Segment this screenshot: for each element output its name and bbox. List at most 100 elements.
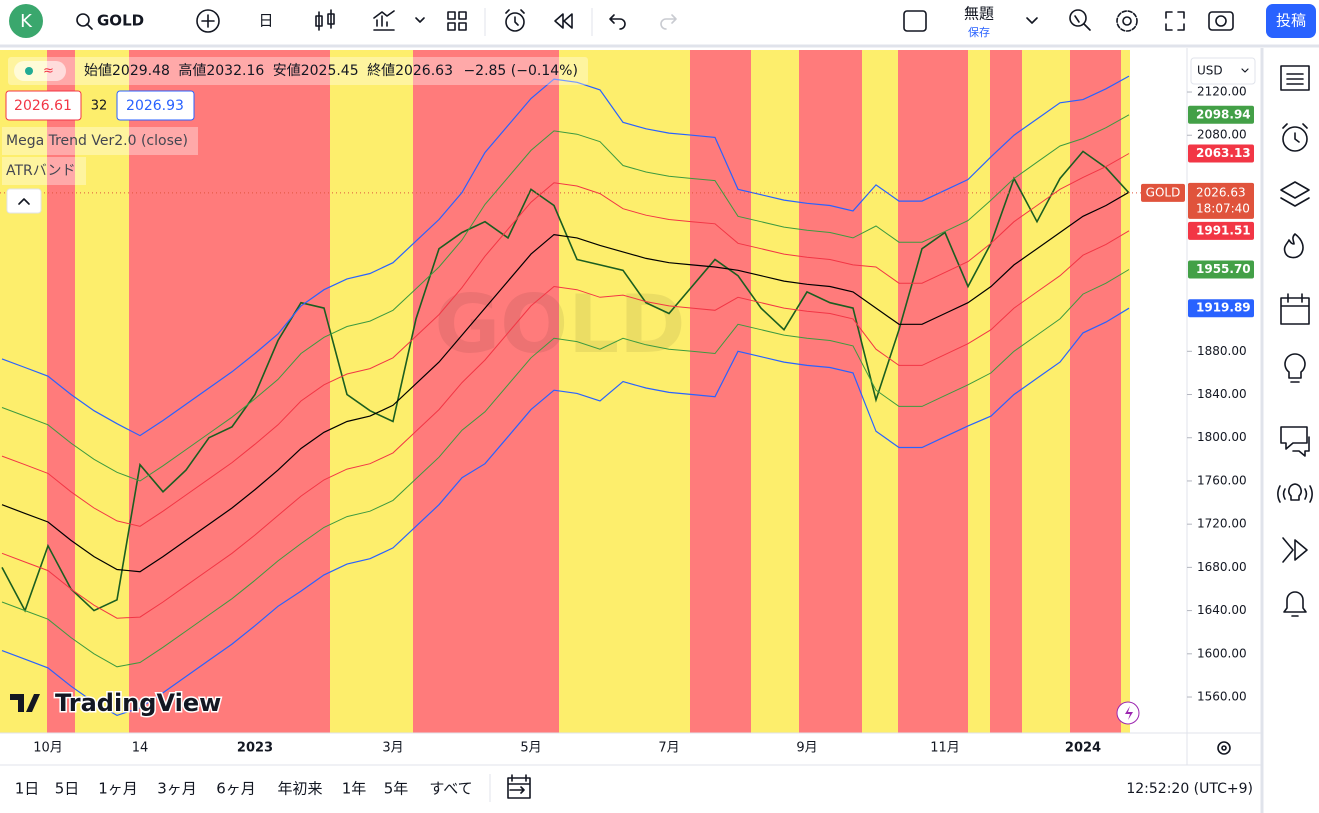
layout-toggle[interactable] (903, 10, 927, 32)
price-tag (1188, 260, 1254, 279)
ask: 2026.93 (126, 98, 184, 114)
add-symbol[interactable] (196, 9, 220, 33)
open-label: 始値 (84, 63, 112, 79)
ask-box[interactable] (116, 90, 195, 121)
symbol[interactable]: GOLD (97, 12, 144, 30)
series-line (1, 191, 1130, 573)
go-to-date[interactable] (507, 774, 531, 799)
indicator-1[interactable]: Mega Trend Ver2.0 (close) (6, 133, 188, 149)
range-button[interactable]: すべて (429, 780, 472, 798)
alerts[interactable] (1282, 126, 1308, 152)
calendar[interactable] (1280, 293, 1310, 325)
series-layer (0, 75, 1187, 717)
trend-region (413, 50, 559, 733)
bottom-bar: 12:52:20 (UTC+9) 1日 5日 1ヶ月 3ヶ月 6ヶ月 年初来 1年 5年 すべて (15, 774, 1253, 802)
symbol-tag-label: GOLD (1146, 185, 1181, 199)
range-button[interactable]: 5年 (384, 780, 409, 798)
trend-region (559, 50, 690, 733)
countdown: 18:07:40 (1196, 201, 1250, 215)
hotlists[interactable] (1283, 233, 1304, 259)
layout-title[interactable]: 無題 (964, 5, 994, 23)
trend-region (898, 50, 968, 733)
watchlist[interactable] (1280, 65, 1310, 91)
trend-region (330, 50, 413, 733)
undo[interactable] (609, 14, 626, 30)
trend-region (47, 50, 75, 733)
post-button[interactable] (1266, 4, 1316, 38)
interval[interactable]: 日 (258, 12, 273, 30)
trend-region (751, 50, 799, 733)
save-status[interactable]: 保存 (968, 25, 990, 39)
low-value: 2025.45 (301, 63, 359, 79)
settings[interactable] (1122, 16, 1132, 26)
avatar-letter: K (20, 11, 33, 32)
screenshot[interactable] (1208, 11, 1234, 31)
x-tick-label: 3月 (382, 741, 403, 756)
series-line (1, 307, 1130, 717)
y-tick-label: 1880.00 (1197, 344, 1247, 358)
price-tag-label: 1955.70 (1196, 262, 1251, 276)
range-button[interactable]: 3ヶ月 (157, 780, 197, 798)
y-tick-label: 1680.00 (1197, 560, 1247, 574)
range-button[interactable]: 1ヶ月 (98, 780, 138, 798)
x-tick-label: 7月 (658, 741, 679, 756)
x-tick-label: 10月 (33, 741, 63, 756)
close-label: 終値 (367, 63, 395, 79)
chart-style[interactable] (315, 9, 335, 31)
price-tag-label: 2098.94 (1196, 107, 1251, 121)
quick-search[interactable] (1069, 9, 1087, 27)
open-value: 2029.48 (112, 63, 170, 79)
replay[interactable] (554, 13, 573, 29)
axis-settings[interactable] (1217, 741, 1231, 755)
price-tag (1188, 105, 1254, 124)
range-button[interactable]: 5日 (55, 780, 80, 798)
trend-region (1121, 50, 1130, 733)
ohlc: 始値2029.48 高値2032.16 安値2025.45 終値2026.63 … (84, 62, 578, 79)
redo[interactable] (660, 14, 677, 30)
trend-region (75, 50, 129, 733)
price-tag-label: 2063.13 (1196, 146, 1251, 160)
indicators[interactable] (373, 10, 395, 31)
y-tick-label: 1560.00 (1197, 690, 1247, 704)
notifications[interactable] (1283, 591, 1307, 617)
x-tick-label: 14 (132, 741, 149, 756)
price-tag-label: 2026.63 (1196, 185, 1246, 199)
indicator-2[interactable]: ATRバンド (6, 163, 75, 179)
alert[interactable] (505, 12, 525, 32)
logo-text: TradingView (55, 689, 221, 717)
range-button[interactable]: 年初来 (277, 780, 322, 798)
streams[interactable] (1277, 483, 1313, 503)
y-tick-label: 1800.00 (1197, 430, 1247, 444)
y-tick-label: 1720.00 (1197, 517, 1247, 531)
change: −2.85 (−0.14%) (463, 63, 577, 79)
y-tick-label: 2080.00 (1197, 128, 1247, 142)
price-tag (1188, 221, 1254, 240)
price-tag (1188, 144, 1254, 163)
fullscreen[interactable] (1165, 11, 1185, 31)
range-button[interactable]: 1年 (342, 780, 367, 798)
y-tick-label: 1640.00 (1197, 603, 1247, 617)
price-tag (1188, 299, 1254, 318)
range-button[interactable]: 6ヶ月 (216, 780, 256, 798)
trend-region (0, 50, 47, 733)
currency-select[interactable] (1190, 57, 1256, 85)
playback[interactable] (1282, 537, 1308, 563)
series-line (1, 269, 1130, 668)
legend: ≈ 始値2029.48 高値2032.16 安値2025.45 終値2026.6… (2, 57, 588, 214)
clock[interactable]: 12:52:20 (UTC+9) (1126, 781, 1253, 797)
bid-box[interactable] (5, 90, 82, 121)
avatar[interactable] (9, 4, 43, 38)
trend-region (1022, 50, 1070, 733)
y-tick-label: 1840.00 (1197, 387, 1247, 401)
chats[interactable] (1280, 426, 1310, 457)
object-tree[interactable] (1280, 181, 1310, 207)
range-button[interactable]: 1日 (15, 780, 40, 798)
collapse-legend[interactable] (6, 188, 42, 214)
ideas[interactable] (1284, 353, 1306, 383)
layouts[interactable] (447, 11, 467, 31)
trend-region (799, 50, 862, 733)
series-line (1, 75, 1130, 437)
plot-area (0, 50, 1130, 733)
